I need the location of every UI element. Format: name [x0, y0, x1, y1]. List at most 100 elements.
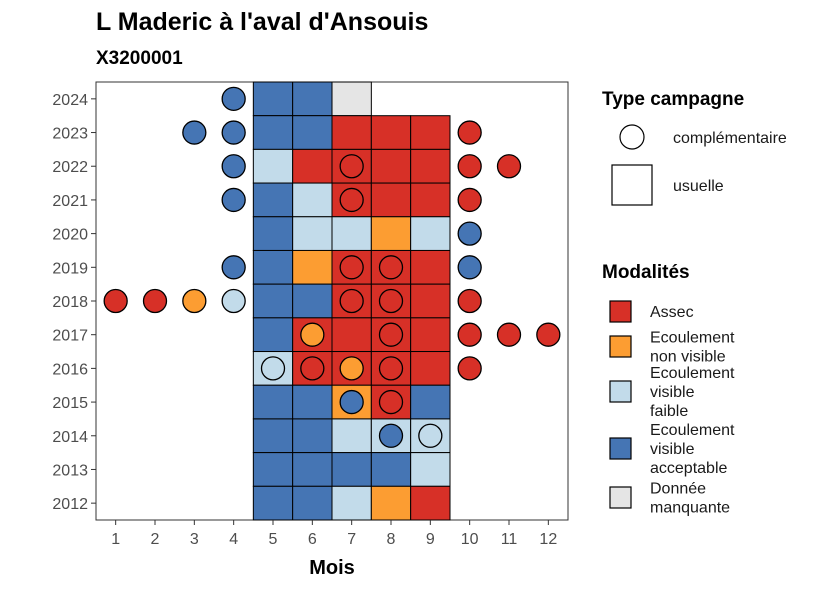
legend-label-faible: faible	[650, 403, 688, 420]
usuelle-cell-2023-6	[292, 115, 333, 150]
x-axis-title: Mois	[309, 557, 355, 579]
complementaire-point-2015-7	[339, 389, 364, 415]
complementaire-point-2017-6	[300, 322, 325, 347]
legend-key-acceptable	[609, 437, 632, 460]
complementaire-point-2021-10	[457, 187, 482, 213]
usuelle-cell-2014-6	[292, 418, 333, 454]
complementaire-point-2017-12	[536, 322, 561, 347]
usuelle-cell-2019-5	[252, 249, 294, 285]
legend-key-nonvisible	[609, 335, 632, 358]
usuelle-cell-2020-5	[252, 216, 294, 251]
legend-modalites-title: Modalités	[602, 262, 690, 283]
complementaire-point-2023-10	[457, 120, 482, 145]
complementaire-point-2018-8	[378, 288, 404, 314]
complementaire-point-2023-3	[182, 120, 207, 145]
usuelle-cell-2013-9	[410, 452, 451, 487]
usuelle-cell-2017-9	[410, 317, 451, 353]
complementaire-point-2021-7	[339, 187, 364, 213]
complementaire-point-2023-4	[221, 120, 246, 145]
usuelle-cell-2017-5	[252, 317, 294, 353]
usuelle-cell-2021-9	[410, 182, 451, 218]
x-tick-label: 1	[111, 531, 120, 548]
complementaire-point-2018-2	[142, 288, 168, 314]
usuelle-cell-2021-8	[370, 182, 412, 218]
y-tick-label: 2023	[52, 126, 88, 143]
x-tick-label: 10	[461, 531, 479, 548]
usuelle-cell-2019-6	[292, 249, 333, 285]
complementaire-point-2018-10	[457, 288, 482, 314]
complementaire-point-2022-10	[457, 154, 482, 179]
x-tick-label: 6	[308, 531, 317, 548]
legend-label-nonvisible: Ecoulement	[650, 330, 735, 347]
usuelle-cell-2012-6	[292, 485, 333, 521]
usuelle-cell-2012-5	[252, 485, 294, 521]
usuelle-cell-2014-5	[252, 418, 294, 454]
usuelle-cells	[252, 81, 451, 521]
x-tick-label: 9	[426, 531, 435, 548]
y-tick-label: 2019	[52, 260, 88, 277]
legend-label-acceptable: acceptable	[650, 460, 727, 477]
y-tick-label: 2018	[52, 294, 88, 311]
y-tick-label: 2021	[52, 193, 88, 210]
usuelle-cell-2013-7	[331, 452, 372, 487]
usuelle-cell-2020-6	[292, 216, 333, 251]
usuelle-cell-2012-8	[370, 485, 412, 521]
legend-label-manquante: Donnée	[650, 481, 706, 498]
legend-key-assec	[609, 300, 632, 323]
complementaire-point-2017-11	[496, 322, 522, 347]
chart-subtitle: X3200001	[96, 48, 183, 69]
complementaire-point-2018-4	[221, 288, 246, 314]
usuelle-cell-2023-8	[370, 115, 412, 150]
y-tick-label: 2016	[52, 361, 88, 378]
legend-label-faible: visible	[650, 384, 695, 401]
x-tick-label: 5	[269, 531, 278, 548]
complementaire-point-2016-8	[378, 356, 404, 381]
usuelle-cell-2021-5	[252, 182, 294, 218]
complementaire-point-2015-8	[378, 389, 404, 415]
complementaire-point-2018-7	[339, 288, 364, 314]
complementaire-point-2019-7	[339, 255, 364, 280]
chart-title: L Maderic à l'aval d'Ansouis	[96, 8, 428, 36]
complementaire-point-2021-4	[221, 187, 246, 213]
y-tick-label: 2015	[52, 395, 88, 412]
x-axis: 1 2 3 4 5 6 7 8 9 10 11 12	[111, 520, 557, 548]
legend-label-manquante: manquante	[650, 500, 730, 517]
usuelle-cell-2012-9	[410, 485, 451, 521]
x-tick-label: 3	[190, 531, 199, 548]
x-tick-label: 2	[151, 531, 160, 548]
legend-label-nonvisible: non visible	[650, 349, 726, 366]
legend-type-title: Type campagne	[602, 89, 744, 110]
legend-key-faible	[609, 380, 632, 403]
complementaire-point-2014-8	[378, 423, 404, 448]
x-tick-label: 4	[229, 531, 238, 548]
x-tick-label: 7	[347, 531, 356, 548]
complementaire-point-2016-6	[300, 356, 325, 381]
usuelle-cell-2021-6	[292, 182, 333, 218]
usuelle-cell-2020-9	[410, 216, 451, 251]
usuelle-cell-2018-6	[292, 283, 333, 319]
complementaire-point-2014-9	[418, 423, 443, 448]
complementaire-point-2016-5	[260, 356, 286, 381]
usuelle-cell-2015-6	[292, 384, 333, 420]
x-tick-label: 8	[387, 531, 396, 548]
complementaire-point-2016-7	[339, 356, 364, 381]
usuelle-cell-2024-7	[331, 81, 372, 117]
y-tick-label: 2012	[52, 496, 88, 513]
usuelle-cell-2022-9	[410, 148, 451, 184]
usuelle-cell-2022-5	[252, 148, 294, 184]
complementaire-point-2016-10	[457, 356, 482, 381]
usuelle-cell-2022-6	[292, 148, 333, 184]
usuelle-cell-2023-7	[331, 115, 372, 150]
y-tick-label: 2017	[52, 328, 88, 345]
complementaire-point-2017-8	[378, 322, 404, 347]
complementaire-point-2019-8	[378, 255, 404, 280]
usuelle-cell-2016-9	[410, 351, 451, 386]
legend-usuelle-label: usuelle	[673, 178, 724, 195]
legend-complementaire-label: complémentaire	[673, 130, 787, 147]
usuelle-cell-2013-5	[252, 452, 294, 487]
complementaire-point-2018-3	[182, 288, 207, 314]
usuelle-cell-2020-7	[331, 216, 372, 251]
legend-label-acceptable: Ecoulement	[650, 422, 735, 439]
complementaire-point-2019-4	[221, 255, 246, 280]
